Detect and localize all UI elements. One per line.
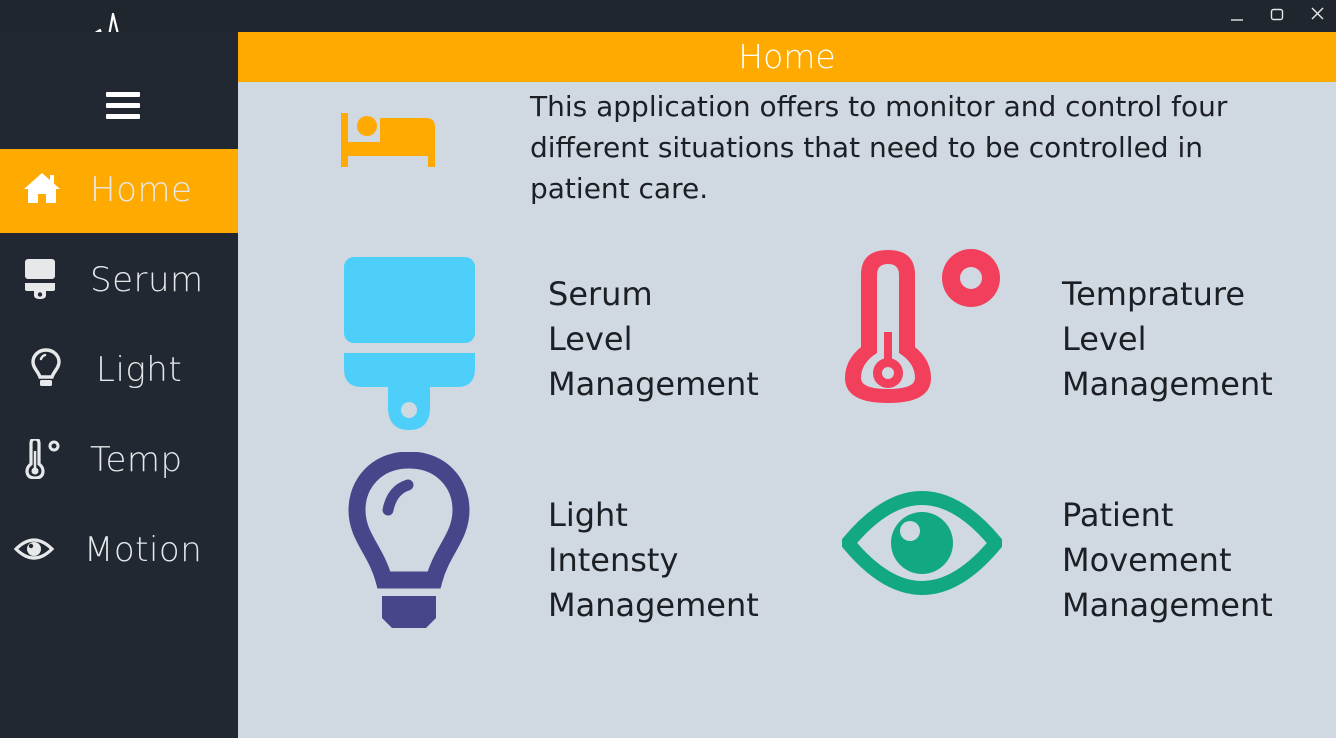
close-button[interactable] — [1304, 4, 1330, 26]
feature-line: Serum — [548, 275, 653, 313]
feature-line: Temprature — [1062, 275, 1246, 313]
eye-icon — [842, 491, 1002, 595]
hamburger-menu-icon — [106, 92, 140, 119]
feature-line: Management — [1062, 365, 1273, 403]
sidebar: Home Serum Light Temp Mot — [0, 32, 238, 738]
sidebar-item-light[interactable]: Light — [0, 329, 238, 413]
menu-toggle-button[interactable] — [104, 90, 142, 124]
iv-bag-icon — [344, 257, 475, 430]
sidebar-item-label: Motion — [84, 530, 203, 570]
page-title: Home — [238, 32, 1336, 82]
feature-line: Management — [1062, 586, 1273, 624]
sidebar-item-label: Temp — [90, 440, 183, 480]
home-icon — [24, 173, 60, 203]
eye-icon — [14, 538, 54, 560]
sidebar-item-label: Home — [90, 170, 193, 210]
maximize-icon — [1270, 8, 1284, 21]
sidebar-item-temp[interactable]: Temp — [0, 419, 238, 503]
feature-line: Management — [548, 365, 759, 403]
intro-text: This application offers to monitor and c… — [530, 90, 1228, 205]
title-bar — [0, 0, 1336, 54]
close-icon — [1311, 7, 1324, 20]
feature-temperature-text: Temprature Level Management — [1062, 272, 1273, 407]
feature-line: Patient — [1062, 496, 1174, 534]
feature-light-text: Light Intensty Management — [548, 493, 759, 628]
feature-line: Movement — [1062, 541, 1232, 579]
sidebar-item-motion[interactable]: Motion — [0, 509, 238, 593]
feature-line: Intensty — [548, 541, 679, 579]
feature-line: Level — [548, 320, 633, 358]
minimize-icon — [1231, 19, 1243, 21]
feature-line: Light — [548, 496, 628, 534]
lightbulb-icon — [31, 348, 61, 386]
maximize-button[interactable] — [1264, 4, 1290, 26]
sidebar-item-label: Serum — [90, 260, 204, 300]
feature-line: Level — [1062, 320, 1147, 358]
feature-serum-text: Serum Level Management — [548, 272, 759, 407]
sidebar-item-home[interactable]: Home — [0, 149, 238, 233]
lightbulb-icon — [348, 452, 470, 628]
thermometer-icon — [25, 439, 60, 479]
feature-line: Management — [548, 586, 759, 624]
bed-icon — [341, 113, 435, 167]
iv-bag-icon — [25, 259, 55, 299]
sidebar-item-serum[interactable]: Serum — [0, 239, 238, 323]
sidebar-item-label: Light — [96, 350, 183, 390]
feature-motion-text: Patient Movement Management — [1062, 493, 1273, 628]
main-content: Home This application offers to monitor … — [238, 32, 1336, 738]
minimize-button[interactable] — [1224, 4, 1250, 26]
thermometer-icon — [845, 249, 1000, 403]
